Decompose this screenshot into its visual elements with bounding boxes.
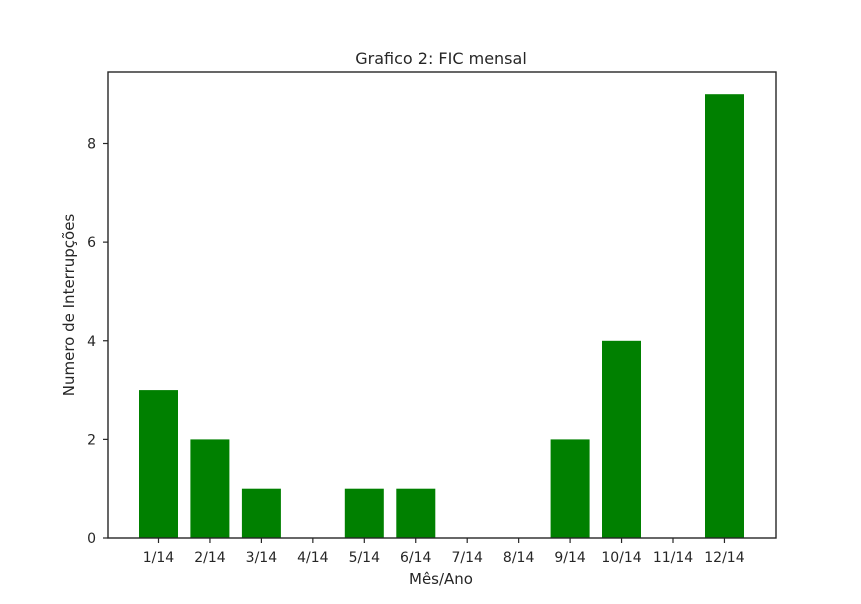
x-tick-label: 1/14 (143, 550, 175, 566)
x-tick-label: 6/14 (400, 550, 432, 566)
bar-1-14 (139, 390, 178, 538)
bars-group (139, 94, 744, 538)
y-tick-label: 8 (87, 137, 96, 153)
x-tick-label: 11/14 (653, 550, 693, 566)
y-tick-label: 6 (87, 235, 96, 251)
bar-12-14 (705, 94, 744, 538)
bar-9-14 (550, 439, 590, 538)
bar-10-14 (602, 340, 641, 538)
x-tick-label: 5/14 (349, 550, 381, 566)
x-tick-label: 9/14 (554, 550, 586, 566)
x-axis-label: Mês/Ano (409, 570, 473, 588)
y-axis-ticks: 0 2 4 6 8 (87, 137, 108, 547)
x-tick-label: 12/14 (704, 550, 744, 566)
bar-6-14 (396, 488, 436, 538)
bar-5-14 (344, 488, 384, 538)
y-axis-label: Numero de Interrupções (60, 214, 78, 397)
y-tick-label: 0 (87, 531, 96, 547)
bar-3-14 (241, 488, 281, 538)
x-tick-label: 3/14 (246, 550, 278, 566)
bar-2-14 (190, 439, 230, 538)
x-tick-label: 10/14 (601, 550, 641, 566)
x-tick-label: 2/14 (194, 550, 226, 566)
y-tick-label: 4 (87, 334, 96, 350)
x-tick-label: 7/14 (451, 550, 483, 566)
x-tick-label: 8/14 (503, 550, 535, 566)
x-axis-ticks: 1/14 2/14 3/14 4/14 5/14 6/14 7/14 8/14 9/14 10/1… (143, 538, 745, 566)
x-tick-label: 4/14 (297, 550, 329, 566)
plot-frame (107, 71, 777, 539)
chart-title: Grafico 2: FIC mensal (355, 49, 527, 68)
y-tick-label: 2 (87, 432, 96, 448)
